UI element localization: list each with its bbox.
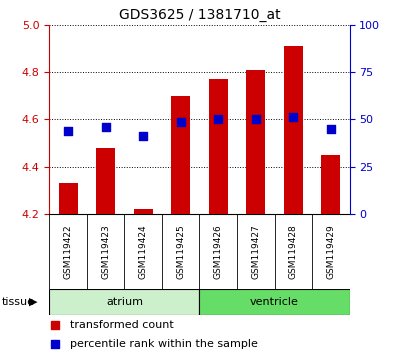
Text: GSM119428: GSM119428 (289, 224, 298, 279)
Text: GSM119423: GSM119423 (101, 224, 110, 279)
Text: GSM119424: GSM119424 (139, 224, 148, 279)
Point (290, 114, 296, 120)
Text: atrium: atrium (106, 297, 143, 307)
Text: GSM119422: GSM119422 (64, 224, 73, 279)
Bar (49, 289, 199, 315)
Text: ventricle: ventricle (250, 297, 299, 307)
Point (328, 126, 334, 132)
Bar (284, 46, 303, 214)
Bar (96, 148, 115, 214)
Point (140, 133, 146, 139)
Bar (246, 70, 265, 214)
Bar (199, 289, 350, 315)
Text: GSM119425: GSM119425 (176, 224, 185, 279)
Title: GDS3625 / 1381710_at: GDS3625 / 1381710_at (118, 8, 280, 22)
Point (65, 129, 71, 134)
Bar (59, 183, 77, 214)
Text: GSM119427: GSM119427 (251, 224, 260, 279)
Text: tissue: tissue (2, 297, 35, 307)
Text: percentile rank within the sample: percentile rank within the sample (70, 339, 258, 349)
Point (253, 117, 259, 122)
Bar (209, 79, 228, 214)
Point (177, 119, 184, 125)
Bar (134, 210, 152, 214)
Point (52, 322, 58, 328)
Bar (171, 96, 190, 214)
Point (103, 124, 109, 130)
Text: transformed count: transformed count (70, 320, 174, 330)
Point (215, 117, 221, 122)
Point (52, 341, 58, 347)
Bar (322, 155, 340, 214)
Text: GSM119426: GSM119426 (214, 224, 223, 279)
Text: ▶: ▶ (29, 297, 38, 307)
Text: GSM119429: GSM119429 (326, 224, 335, 279)
